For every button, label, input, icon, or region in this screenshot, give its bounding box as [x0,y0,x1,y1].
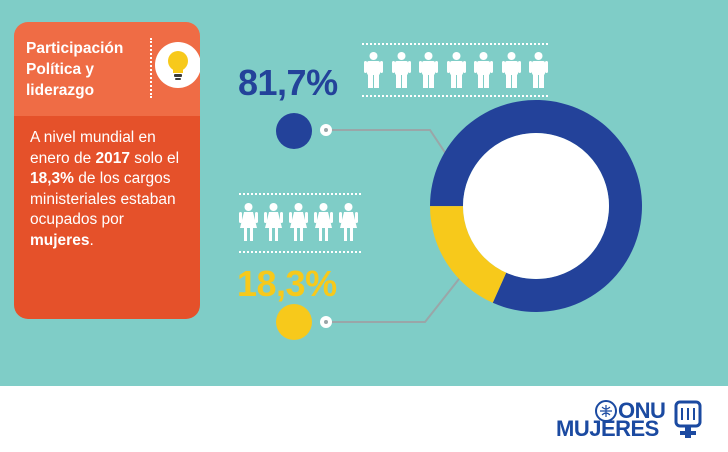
card-text: A nivel mundial en enero de 2017 solo el… [30,128,190,251]
men-pictogram-row [362,51,550,89]
text-part: A nivel mundial en enero de [30,129,156,167]
dotted-line-women-bottom [239,251,361,253]
card-title: Participación Política y liderazgo [26,40,124,99]
men-percentage: 81,7% [238,62,338,103]
footer [0,386,728,452]
man-figure-icon [391,52,411,88]
dotted-line-men-top [362,43,548,45]
man-figure-icon [364,52,383,88]
text-part: de los cargos ministeriales estaban ocup… [30,170,176,228]
men-legend-dot [276,113,312,149]
onu-mujeres-logo: ONU MUJERES [556,398,706,444]
woman-figure-icon [339,203,358,241]
logo-text-onu: ONU [618,398,666,423]
light-bulb-icon [155,42,200,88]
un-emblem-icon [595,400,617,422]
card-body [14,116,200,319]
text-mujeres: mujeres [30,231,90,249]
man-figure-icon [501,52,521,88]
woman-figure-icon [239,203,258,241]
logo-text-mujeres: MUJERES [556,416,659,441]
man-figure-icon [474,52,493,88]
text-year: 2017 [95,149,130,167]
woman-figure-icon [314,203,333,241]
man-figure-icon [419,52,438,88]
dotted-separator [150,38,152,98]
donut-hole [463,133,609,279]
women-connector-dot [320,316,332,328]
info-card: Participación Política y liderazgo A niv… [14,22,200,319]
donut-slices [430,100,642,312]
woman-figure-icon [264,203,283,241]
woman-figure-icon [289,203,308,241]
text-part: solo el [129,149,180,167]
women-legend-dot [276,304,312,340]
venus-symbol-icon [674,400,702,438]
women-pictogram-row [237,202,360,242]
text-percent: 18,3% [30,170,74,187]
men-connector-dot [320,124,332,136]
donut-slice-men [430,100,642,312]
dotted-line-men-bottom [362,95,548,97]
man-figure-icon [529,52,548,88]
leader-line-women [330,264,471,323]
women-percentage: 18,3% [237,263,337,304]
text-part: . [89,231,94,249]
donut-slice-women [430,206,507,303]
dotted-line-women-top [239,193,361,195]
man-figure-icon [446,52,466,88]
